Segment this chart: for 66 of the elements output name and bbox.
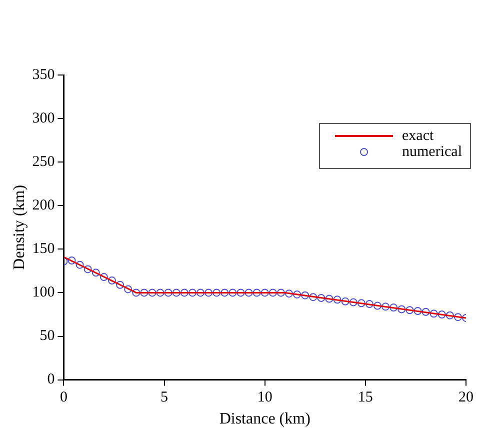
y-tick-label: 350: [32, 66, 55, 83]
x-tick-label: 0: [60, 390, 68, 406]
point: [188, 288, 196, 297]
point: [365, 300, 374, 308]
point: [325, 294, 334, 303]
x-tick-label: 15: [358, 390, 373, 406]
point: [454, 313, 462, 322]
point: [414, 307, 422, 316]
x-tick-label: 5: [160, 390, 168, 406]
point: [100, 273, 108, 282]
point: [438, 310, 446, 318]
point: [140, 288, 148, 297]
point: [212, 288, 221, 297]
point: [92, 268, 100, 277]
point: [164, 288, 172, 297]
point: [333, 296, 342, 304]
point: [301, 291, 310, 300]
x-axis-title: Distance (km): [219, 410, 310, 428]
point: [204, 288, 213, 297]
point: [108, 276, 116, 285]
point: [406, 306, 414, 314]
y-tick-label: 150: [32, 241, 55, 258]
y-tick-label: 50: [40, 328, 55, 344]
y-axis-title: Density (km): [10, 184, 28, 270]
point: [116, 280, 124, 289]
point: [260, 288, 269, 297]
point: [252, 288, 261, 297]
point: [317, 294, 326, 302]
point: [84, 265, 92, 274]
point: [430, 310, 438, 318]
point: [236, 288, 245, 297]
y-tick-label: 250: [32, 154, 55, 170]
point: [196, 288, 204, 297]
point: [398, 305, 406, 314]
x-tick-label: 10: [257, 390, 272, 406]
point: [244, 288, 253, 297]
point: [156, 288, 164, 297]
point: [276, 288, 285, 297]
x-tick-label: 20: [458, 390, 474, 406]
point: [76, 260, 84, 269]
point: [132, 288, 140, 297]
point: [341, 297, 350, 306]
point: [309, 293, 318, 302]
point: [228, 288, 237, 297]
point: [446, 311, 454, 320]
point: [422, 308, 430, 316]
legend-label: exact: [402, 128, 434, 144]
point: [293, 290, 302, 298]
point: [172, 288, 180, 297]
point: [284, 290, 293, 298]
point: [349, 298, 358, 306]
point: [124, 285, 132, 294]
y-tick-label: 0: [47, 372, 55, 388]
point: [148, 288, 156, 297]
y-tick-label: 100: [32, 284, 55, 301]
point: [268, 288, 277, 297]
y-tick-label: 300: [32, 110, 55, 126]
point: [373, 302, 382, 310]
legend-label: numerical: [402, 144, 462, 160]
point: [382, 302, 390, 311]
y-tick-label: 200: [32, 198, 55, 214]
point: [68, 256, 76, 264]
point: [220, 288, 229, 297]
point: [180, 288, 188, 297]
point: [390, 304, 398, 312]
point: [357, 299, 366, 308]
